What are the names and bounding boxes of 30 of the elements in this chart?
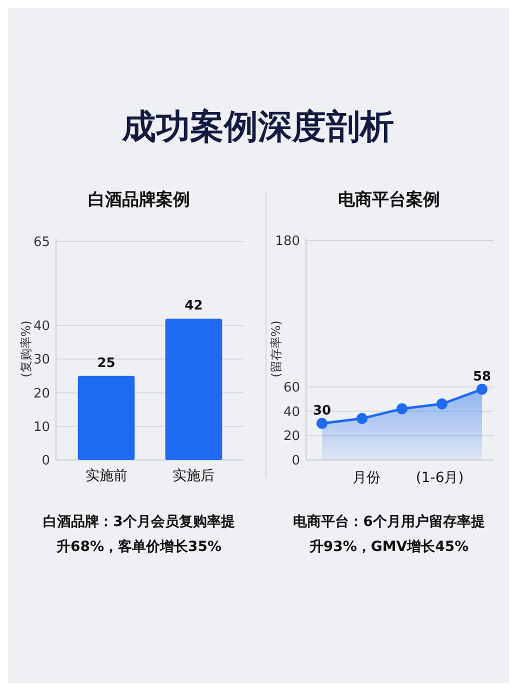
- point: [476, 384, 488, 395]
- x-axis-title: 月份 (1-6月): [352, 470, 464, 486]
- y-axis-title: (留存率%): [269, 320, 283, 378]
- text: 白酒品牌：3个月会员复购率提升68%，客单价增长35%: [43, 513, 235, 555]
- y-tick-label: 40: [33, 319, 50, 334]
- data-label: 30: [312, 403, 332, 418]
- point: [356, 413, 368, 424]
- point: [396, 403, 408, 414]
- y-tick-label: 180: [275, 234, 300, 249]
- x-tick-label: 实施前: [85, 468, 128, 484]
- y-tick-label: 20: [283, 429, 300, 444]
- data-label: 58: [472, 369, 492, 384]
- y-axis-title: (复购率%): [19, 320, 33, 378]
- chart-title: 成功案例深度剖析: [121, 107, 394, 147]
- x-tick-label: 实施后: [172, 468, 215, 484]
- y-tick-label: 20: [33, 386, 50, 402]
- chart-subtitle: 白酒品牌案例: [88, 189, 190, 210]
- y-tick-label: 40: [283, 404, 300, 420]
- point: [316, 418, 328, 429]
- data-label: 42: [184, 298, 203, 314]
- y-tick-label: 0: [42, 454, 50, 469]
- text: 电商平台：6个月用户留存率提升93%，GMV增长45%: [293, 513, 485, 555]
- y-tick-label: 65: [33, 234, 50, 250]
- chart-subtitle: 电商平台案例: [338, 189, 440, 210]
- data-label: 25: [97, 356, 116, 371]
- y-tick-label: 60: [283, 380, 300, 396]
- y-tick-label: 30: [33, 352, 50, 368]
- point: [436, 398, 448, 410]
- y-tick-label: 10: [33, 420, 50, 435]
- y-tick-label: 0: [292, 454, 300, 469]
